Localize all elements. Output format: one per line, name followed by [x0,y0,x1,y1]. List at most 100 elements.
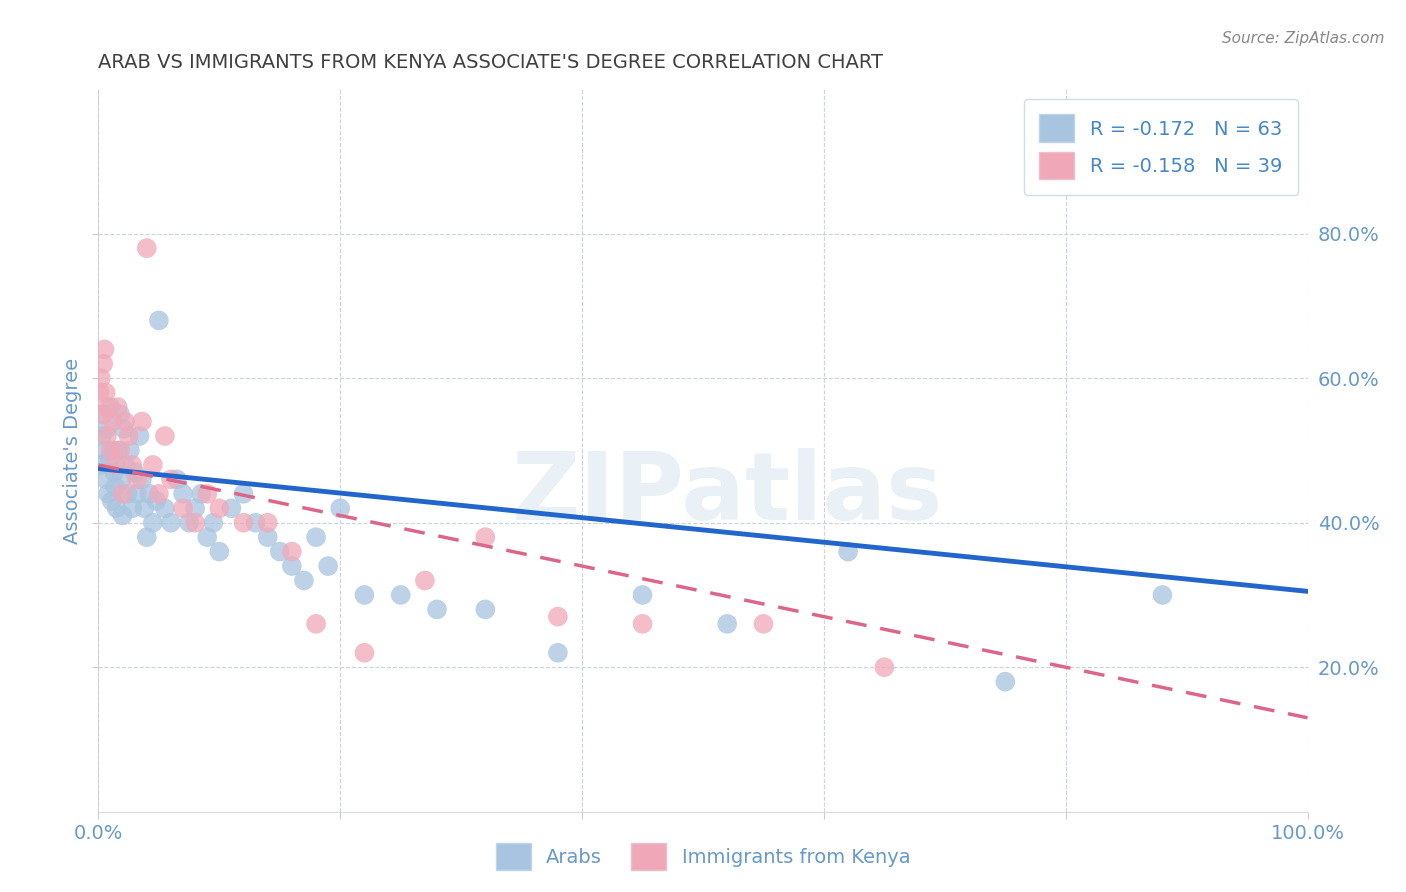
Point [752,616,775,631]
Point [160,516,183,530]
Legend: Arabs, Immigrants from Kenya: Arabs, Immigrants from Kenya [488,835,918,878]
Point [305,616,328,631]
Point [91,407,114,421]
Point [195,487,218,501]
Point [112,422,135,436]
Point [413,574,436,588]
Point [153,501,176,516]
Text: ZIPatlas: ZIPatlas [512,448,943,540]
Point [195,530,218,544]
Point [118,443,141,458]
Point [837,544,859,558]
Point [131,415,153,429]
Point [142,458,165,472]
Point [104,480,127,494]
Point [353,646,375,660]
Point [135,530,157,544]
Point [114,458,136,472]
Point [89,385,111,400]
Point [994,674,1017,689]
Point [172,501,194,516]
Point [202,516,225,530]
Point [111,487,134,501]
Point [329,501,352,516]
Point [117,487,139,501]
Point [91,357,114,371]
Point [128,429,150,443]
Point [101,443,124,458]
Point [190,487,212,501]
Point [97,487,120,501]
Point [94,385,117,400]
Point [305,530,328,544]
Point [96,422,118,436]
Point [547,646,569,660]
Point [111,508,134,523]
Point [127,472,149,486]
Point [232,487,254,501]
Y-axis label: Associate's Degree: Associate's Degree [63,358,82,543]
Point [281,544,304,558]
Point [145,494,167,508]
Point [153,429,176,443]
Point [221,501,243,516]
Point [292,574,315,588]
Point [124,465,146,479]
Point [93,443,115,458]
Point [142,516,165,530]
Point [131,472,153,486]
Point [232,516,254,530]
Point [127,487,149,501]
Point [160,472,183,486]
Point [245,516,267,530]
Text: ARAB VS IMMIGRANTS FROM KENYA ASSOCIATE'S DEGREE CORRELATION CHART: ARAB VS IMMIGRANTS FROM KENYA ASSOCIATE'… [98,54,883,72]
Point [474,530,496,544]
Point [121,458,143,472]
Point [474,602,496,616]
Point [172,487,194,501]
Point [107,443,129,458]
Point [107,400,129,414]
Point [389,588,412,602]
Text: Source: ZipAtlas.com: Source: ZipAtlas.com [1222,31,1385,46]
Legend: R = -0.172   N = 63, R = -0.158   N = 39: R = -0.172 N = 63, R = -0.158 N = 39 [1024,99,1298,194]
Point [256,516,278,530]
Point [353,588,375,602]
Point [108,443,131,458]
Point [148,313,170,327]
Point [90,458,112,472]
Point [104,458,127,472]
Point [135,241,157,255]
Point [110,472,132,486]
Point [208,501,231,516]
Point [547,609,569,624]
Point [121,501,143,516]
Point [166,472,188,486]
Point [108,407,131,421]
Point [91,407,114,421]
Point [148,487,170,501]
Point [281,559,304,574]
Point [91,429,114,443]
Point [631,616,654,631]
Point [179,516,201,530]
Point [184,516,207,530]
Point [426,602,449,616]
Point [93,343,115,357]
Point [90,371,112,385]
Point [98,450,121,465]
Point [103,465,125,479]
Point [105,501,128,516]
Point [101,415,124,429]
Point [138,487,160,501]
Point [118,429,141,443]
Point [631,588,654,602]
Point [114,415,136,429]
Point [208,544,231,558]
Point [100,400,122,414]
Point [97,400,120,414]
Point [269,544,291,558]
Point [96,429,118,443]
Point [256,530,278,544]
Point [100,443,122,458]
